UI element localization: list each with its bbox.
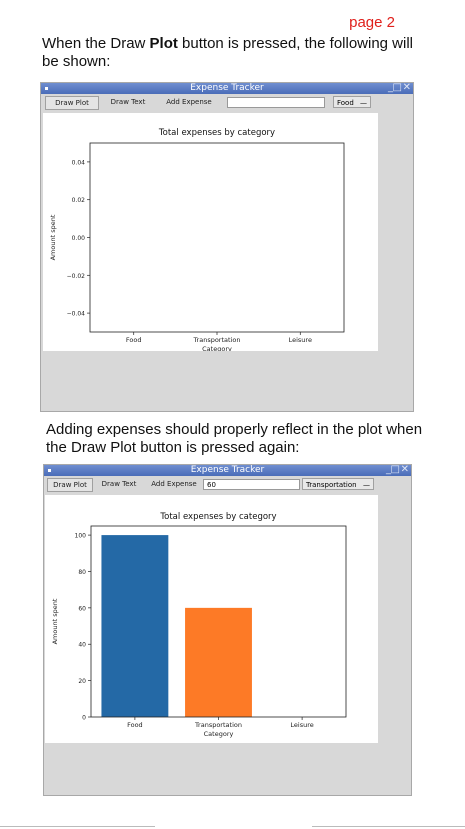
y-axis-label: Amount spent (49, 214, 57, 260)
window-menu-icon[interactable] (48, 469, 51, 472)
window-titlebar[interactable]: Expense Tracker _ □ ✕ (44, 464, 411, 476)
draw-text-button[interactable]: Draw Text (101, 480, 137, 488)
draw-plot-button[interactable]: Draw Plot (45, 96, 99, 110)
y-tick-label: 0.00 (72, 235, 86, 242)
draw-text-button[interactable]: Draw Text (110, 98, 146, 106)
y-tick-label: 40 (78, 642, 86, 649)
y-tick-label: −0.04 (67, 311, 86, 318)
page-number: page 2 (349, 14, 395, 31)
y-tick-label: 0.02 (72, 197, 86, 204)
plot-frame (89, 142, 345, 333)
category-selected-label: Transportation (306, 481, 357, 489)
maximize-icon[interactable]: □ (390, 464, 400, 475)
minimize-icon[interactable]: _ (388, 82, 393, 93)
bar-food (101, 535, 169, 717)
plot-canvas: Total expenses by category 0.04 0.02 0.00 −0… (43, 113, 378, 353)
dropdown-indicator-icon: — (360, 99, 367, 107)
amount-input[interactable]: 60 (203, 479, 300, 490)
x-tick-label-food: Food (127, 721, 143, 729)
plot-canvas: Total expenses by category 0 20 40 60 80 100 Fo… (45, 495, 378, 743)
intro-text-start: When the Draw (42, 35, 150, 52)
window-title: Expense Tracker (190, 83, 264, 93)
amount-input[interactable] (227, 97, 325, 108)
maximize-icon[interactable]: □ (392, 82, 402, 93)
x-tick-label-transportation: Transportation (194, 721, 242, 729)
expense-tracker-window-1: Expense Tracker _ □ ✕ Draw Plot Draw Tex… (40, 82, 414, 412)
footer-rule-left (0, 826, 155, 827)
draw-plot-button[interactable]: Draw Plot (47, 478, 93, 492)
x-tick-label-food: Food (126, 336, 142, 344)
window-menu-icon[interactable] (45, 87, 48, 90)
toolbar: Draw Plot Draw Text Add Expense 60 Trans… (44, 476, 411, 493)
toolbar: Draw Plot Draw Text Add Expense Food — (41, 94, 413, 111)
adding-paragraph: Adding expenses should properly reflect … (46, 421, 423, 456)
intro-text-bold: Plot (149, 35, 178, 52)
intro-text-end: button is pressed, the following will be… (42, 35, 414, 70)
y-axis-label: Amount spent (51, 598, 59, 644)
y-tick-label: 80 (78, 569, 86, 576)
footer-rule-right (312, 826, 465, 827)
chart-title: Total expenses by category (158, 128, 275, 138)
y-tick-label: 0.04 (72, 159, 86, 166)
intro-paragraph: When the Draw Plot button is pressed, th… (42, 35, 422, 71)
add-expense-button[interactable]: Add Expense (151, 480, 197, 488)
close-icon[interactable]: ✕ (402, 82, 411, 93)
category-select[interactable]: Food — (333, 96, 371, 108)
bar-transportation (185, 607, 252, 717)
y-tick-label: −0.02 (67, 273, 86, 280)
window-title: Expense Tracker (190, 465, 265, 475)
x-tick-label-leisure: Leisure (289, 336, 312, 344)
y-tick-label: 20 (78, 678, 86, 685)
dropdown-indicator-icon: — (363, 481, 370, 489)
x-tick-label-leisure: Leisure (290, 721, 313, 729)
minimize-icon[interactable]: _ (386, 464, 391, 475)
add-expense-button[interactable]: Add Expense (166, 98, 212, 106)
x-axis-label: Category (202, 345, 232, 351)
x-axis-label: Category (204, 730, 234, 738)
x-tick-label-transportation: Transportation (193, 336, 241, 344)
expense-tracker-window-2: Expense Tracker _ □ ✕ Draw Plot Draw Tex… (43, 464, 412, 796)
y-tick-label: 60 (78, 605, 86, 612)
window-titlebar[interactable]: Expense Tracker _ □ ✕ (41, 82, 413, 94)
category-selected-label: Food (337, 99, 354, 107)
chart-1: Total expenses by category 0.04 0.02 0.00 −0… (49, 128, 345, 353)
chart-2: Total expenses by category 0 20 40 60 80 100 Fo… (51, 512, 347, 738)
y-tick-label: 0 (82, 715, 86, 722)
y-tick-label: 100 (75, 533, 87, 540)
category-select[interactable]: Transportation — (302, 478, 374, 490)
close-icon[interactable]: ✕ (400, 464, 409, 475)
chart-title: Total expenses by category (159, 512, 276, 522)
